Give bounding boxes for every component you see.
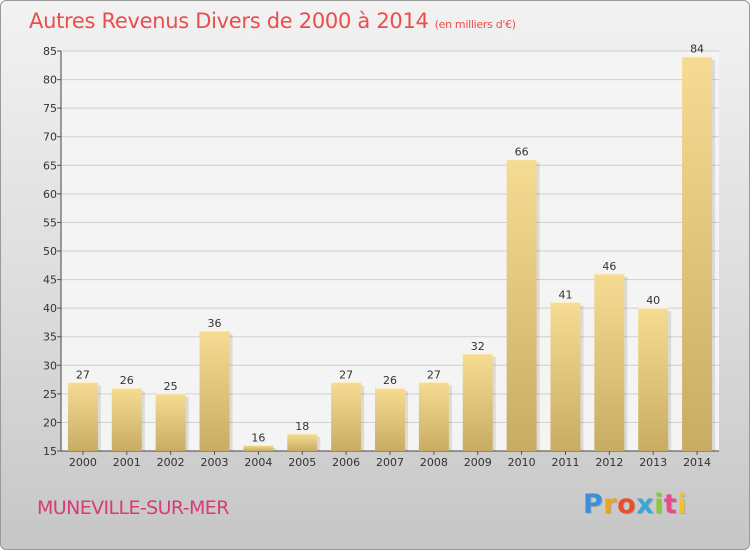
y-tick-label: 75	[43, 102, 57, 115]
logo-letter: r	[603, 489, 618, 520]
x-tick-label: 2006	[332, 456, 360, 469]
logo-letter: i	[654, 489, 664, 520]
x-tick-label: 2001	[113, 456, 141, 469]
logo-letter: x	[636, 489, 655, 520]
y-tick-label: 80	[43, 74, 57, 87]
data-label: 46	[602, 260, 616, 273]
y-tick-label: 20	[43, 416, 57, 429]
y-tick-label: 60	[43, 188, 57, 201]
y-tick-label: 40	[43, 302, 57, 315]
y-tick-label: 25	[43, 388, 57, 401]
y-tick-label: 85	[43, 45, 57, 58]
chart-title: Autres Revenus Divers de 2000 à 2014 (en …	[29, 9, 516, 33]
y-tick-label: 65	[43, 159, 57, 172]
x-tick-label: 2014	[683, 456, 711, 469]
data-label: 27	[427, 368, 441, 381]
bar	[682, 56, 713, 451]
data-label: 40	[646, 294, 660, 307]
x-tick-label: 2007	[376, 456, 404, 469]
bar	[594, 273, 625, 451]
y-tick-label: 30	[43, 359, 57, 372]
x-tick-label: 2003	[201, 456, 229, 469]
bar	[506, 159, 537, 452]
bar	[67, 382, 98, 451]
data-label: 26	[120, 374, 134, 387]
bar	[199, 331, 230, 451]
bar	[287, 433, 318, 451]
x-tick-label: 2011	[551, 456, 579, 469]
data-label: 18	[295, 420, 309, 433]
proxiti-logo[interactable]: Proxiti	[583, 489, 687, 520]
x-tick-label: 2010	[508, 456, 536, 469]
bar	[111, 388, 142, 451]
data-label: 27	[339, 368, 353, 381]
x-tick-label: 2000	[69, 456, 97, 469]
y-tick-label: 35	[43, 331, 57, 344]
bar	[375, 388, 405, 451]
data-label: 36	[208, 317, 222, 330]
chart-subtitle: (en milliers d'€)	[434, 18, 516, 31]
bar	[155, 393, 186, 451]
x-tick-label: 2012	[595, 456, 623, 469]
data-label: 32	[471, 340, 485, 353]
y-tick-label: 70	[43, 131, 57, 144]
bar	[638, 308, 669, 451]
bar	[418, 382, 449, 451]
logo-letter: i	[677, 489, 688, 520]
data-label: 66	[515, 146, 529, 159]
city-name: MUNEVILLE-SUR-MER	[37, 497, 229, 519]
x-tick-label: 2004	[244, 456, 272, 469]
data-label: 27	[76, 368, 90, 381]
data-label: 25	[164, 380, 178, 393]
x-tick-label: 2005	[288, 456, 316, 469]
data-label: 41	[558, 288, 572, 301]
y-tick-label: 55	[43, 216, 57, 229]
logo-letter: P	[583, 489, 604, 520]
bar	[243, 445, 274, 451]
y-tick-label: 15	[43, 445, 57, 458]
x-tick-label: 2013	[639, 456, 667, 469]
x-tick-label: 2002	[157, 456, 185, 469]
y-tick-label: 45	[43, 274, 57, 287]
y-tick-label: 50	[43, 245, 57, 258]
x-tick-label: 2008	[420, 456, 448, 469]
data-label: 26	[383, 374, 397, 387]
x-tick-label: 2009	[464, 456, 492, 469]
logo-letter: t	[663, 489, 678, 520]
data-label: 16	[251, 431, 265, 444]
bar	[550, 302, 581, 451]
logo-letter: o	[617, 489, 637, 520]
data-label: 84	[690, 43, 704, 56]
chart-title-text: Autres Revenus Divers de 2000 à 2014	[29, 9, 429, 33]
bar	[462, 353, 493, 451]
bar	[331, 382, 362, 451]
